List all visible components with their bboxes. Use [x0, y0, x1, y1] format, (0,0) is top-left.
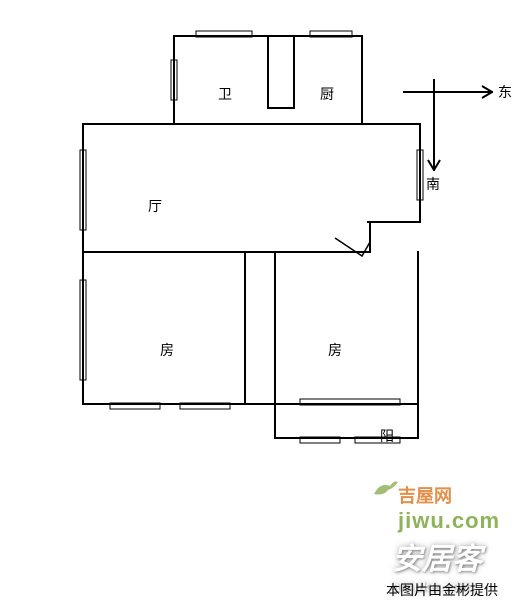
jiwu-brand-cn: 吉屋网	[398, 486, 452, 506]
room-label-bath: 卫	[218, 84, 232, 104]
bird-icon	[370, 476, 400, 498]
jiwu-watermark: 吉屋网 jiwu.com	[398, 482, 500, 534]
room-label-room_right: 房	[328, 340, 342, 360]
compass-south-label: 南	[426, 174, 440, 194]
image-credit: 本图片由金彬提供	[386, 580, 498, 600]
jiwu-domain: jiwu.com	[398, 508, 500, 534]
room-label-balcony: 阳	[380, 426, 394, 446]
room-label-kitchen: 厨	[320, 84, 334, 104]
room-label-room_left: 房	[160, 340, 174, 360]
anjuke-brand-cn: 安居客	[392, 543, 482, 576]
room-label-living: 厅	[148, 196, 162, 216]
compass-east-label: 东	[498, 82, 512, 102]
